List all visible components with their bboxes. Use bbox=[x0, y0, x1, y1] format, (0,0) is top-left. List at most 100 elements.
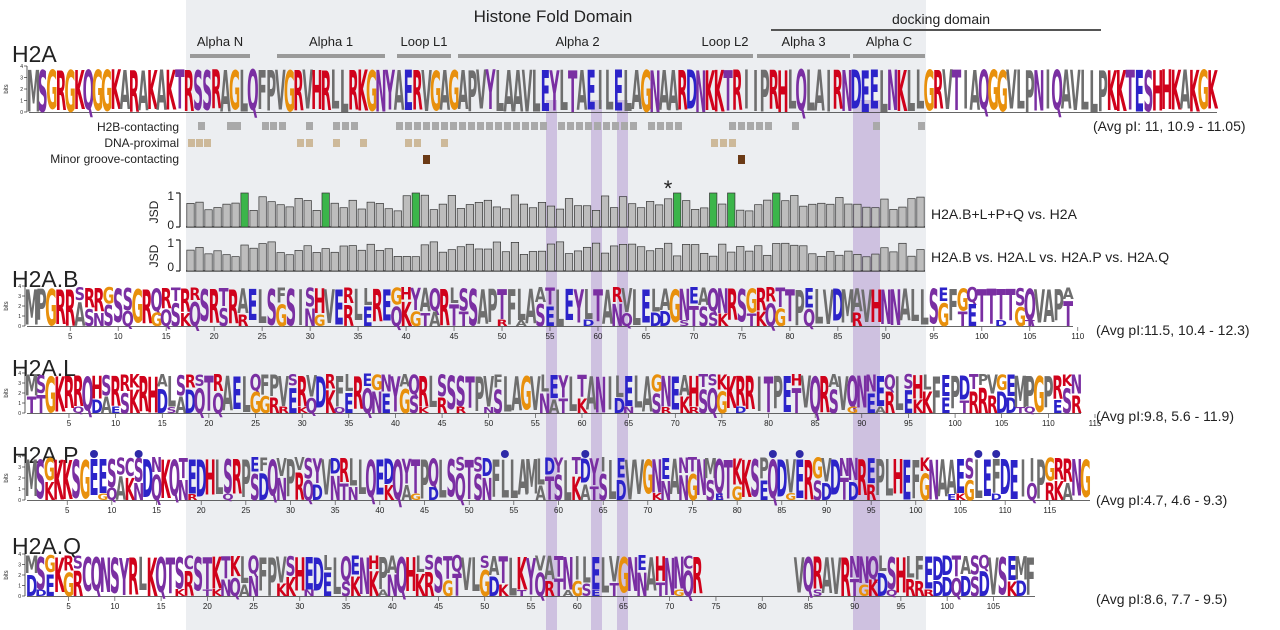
h2b-contact-mark bbox=[279, 122, 286, 130]
logo-residue: Q bbox=[978, 61, 990, 123]
logo-residue-minor: K bbox=[756, 308, 768, 331]
logo-residue-minor: T bbox=[656, 579, 666, 601]
logo-residue: A bbox=[477, 282, 488, 336]
jsd1-bar bbox=[546, 205, 556, 228]
logo-residue-minor: Q bbox=[455, 465, 466, 509]
logo-residue: H bbox=[205, 451, 216, 507]
logo-residue-minor: D bbox=[821, 479, 832, 506]
jsd2-bar bbox=[402, 256, 411, 272]
logo-residue-minor: K bbox=[912, 396, 924, 417]
h2b-contact-mark bbox=[262, 122, 269, 130]
logo-residue: L bbox=[582, 551, 591, 592]
logo-position-tick: 30 bbox=[298, 419, 307, 428]
logo-residue: G bbox=[1080, 449, 1091, 509]
logo-residue: Y bbox=[390, 368, 401, 424]
logo-position-tick: 60 bbox=[554, 506, 563, 515]
logo-residue: G bbox=[46, 61, 57, 123]
jsd1-bar bbox=[907, 198, 916, 228]
logo-residue: L bbox=[416, 553, 425, 578]
logo-residue: E bbox=[1007, 550, 1016, 588]
logo-position-tick: 85 bbox=[833, 332, 842, 341]
logo-residue: N bbox=[660, 369, 672, 417]
logo-ytick: 4 bbox=[18, 284, 21, 290]
logo-residue-minor: S bbox=[120, 389, 130, 421]
logo-residue: Y bbox=[119, 547, 130, 607]
logo-residue: T bbox=[1126, 60, 1135, 123]
logo-residue: G bbox=[1198, 61, 1209, 123]
logo-residue: A bbox=[138, 60, 149, 123]
logo-residue-minor: R bbox=[278, 405, 289, 415]
logo-residue: N bbox=[695, 58, 706, 125]
logo-residue: S bbox=[193, 60, 203, 123]
logo-residue-minor: N bbox=[276, 474, 287, 508]
logo-residue-minor: K bbox=[325, 385, 337, 421]
logo-residue: L bbox=[215, 452, 224, 506]
logo-residue: Y bbox=[558, 369, 569, 405]
h2b-contact-mark bbox=[558, 122, 565, 130]
logo-residue: E bbox=[876, 369, 886, 417]
logo-residue-minor: K bbox=[571, 470, 582, 508]
logo-axis-label: bits bbox=[4, 84, 10, 93]
logo-axis-label: bits bbox=[4, 301, 10, 310]
logo-residue-minor: G bbox=[410, 491, 421, 502]
logo-ytick: 3 bbox=[18, 294, 21, 300]
logo-residue: T bbox=[572, 455, 581, 481]
logo-residue: D bbox=[1000, 451, 1011, 507]
logo-residue: R bbox=[228, 281, 239, 335]
logo-residue: R bbox=[209, 281, 220, 335]
logo-residue-minor: S bbox=[698, 302, 708, 333]
logo-position-tick: 110 bbox=[1071, 332, 1084, 341]
logo-residue-minor: K bbox=[129, 383, 140, 421]
logo-position-tick: 5 bbox=[68, 332, 73, 341]
logo-residue: C bbox=[125, 452, 135, 482]
logo-residue: L bbox=[910, 281, 919, 332]
logo-name-h2a-p: H2A.P bbox=[12, 442, 78, 468]
logo-axis-label: bits bbox=[4, 570, 10, 579]
logo-residue: R bbox=[120, 372, 131, 397]
logo-position-tick: 30 bbox=[306, 332, 315, 341]
logo-residue: K bbox=[147, 61, 158, 123]
jsd2-bar bbox=[474, 248, 483, 272]
jsd1-bar bbox=[474, 201, 483, 228]
logo-residue: A bbox=[679, 371, 690, 403]
logo-position-tick: 80 bbox=[764, 419, 773, 428]
logo-residue: T bbox=[499, 551, 509, 592]
logo-position-tick: 15 bbox=[162, 332, 171, 341]
jsd2-bar bbox=[276, 252, 285, 272]
logo-residue: N bbox=[889, 279, 901, 337]
h2b-contact-mark bbox=[621, 122, 628, 130]
jsd2-tick-0: 0 bbox=[167, 260, 174, 274]
logo-residue: A bbox=[220, 59, 231, 125]
logo-residue: R bbox=[1054, 454, 1065, 487]
logo-residue-minor: T bbox=[559, 396, 569, 419]
jsd1-bar bbox=[637, 207, 646, 228]
logo-residue: A bbox=[668, 59, 679, 124]
jsd2-bar bbox=[366, 243, 375, 272]
logo-residue: R bbox=[110, 370, 121, 417]
logo-residue-minor: S bbox=[473, 468, 483, 509]
jsd2-bar bbox=[763, 254, 772, 272]
jsd2-bar bbox=[213, 250, 222, 272]
logo-residue: G bbox=[430, 60, 441, 123]
logo-residue: T bbox=[219, 283, 229, 312]
logo-residue: G bbox=[996, 371, 1007, 396]
logo-residue: S bbox=[107, 451, 117, 496]
logo-residue: R bbox=[297, 369, 308, 417]
logo-position-tick: 10 bbox=[107, 506, 116, 515]
logo-residue-minor: A bbox=[378, 588, 389, 599]
jsd2-bar bbox=[709, 255, 718, 272]
logo-residue: E bbox=[661, 453, 670, 486]
logo-residue: G bbox=[229, 61, 240, 123]
logo-residue: S bbox=[998, 548, 1008, 607]
logo-residue-minor: G bbox=[442, 578, 453, 602]
logo-residue: A bbox=[503, 59, 514, 125]
logo-residue: Y bbox=[401, 453, 412, 492]
logo-residue: N bbox=[359, 548, 371, 607]
logo-residue: R bbox=[63, 553, 74, 576]
logo-residue: R bbox=[692, 547, 703, 606]
logo-residue: L bbox=[559, 61, 568, 124]
logo-residue: H bbox=[368, 552, 380, 574]
segment-label: Loop L1 bbox=[401, 34, 448, 49]
logo-residue: Q bbox=[155, 550, 167, 604]
logo-position-tick: 60 bbox=[573, 602, 582, 611]
